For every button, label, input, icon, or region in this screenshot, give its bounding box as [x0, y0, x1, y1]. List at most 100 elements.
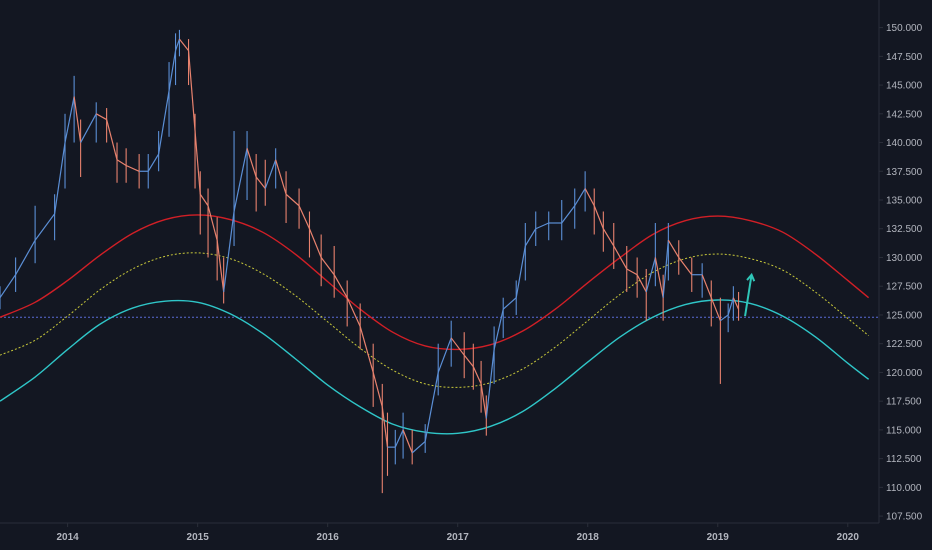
y-tick-label: 122.500	[886, 339, 923, 350]
price-segment	[359, 326, 374, 373]
price-segment	[524, 228, 537, 247]
price-segment	[216, 240, 225, 293]
price-segment	[678, 257, 693, 276]
y-tick-label: 110.000	[886, 483, 922, 494]
price-segment	[64, 96, 75, 143]
x-tick-label: 2018	[577, 532, 600, 543]
y-tick-label: 135.000	[886, 196, 923, 207]
price-segment	[80, 113, 97, 143]
y-tick-label: 127.500	[886, 282, 923, 293]
lower-band-curve	[0, 299, 870, 435]
price-segment	[15, 239, 36, 276]
price-segment	[424, 372, 439, 442]
price-segment	[732, 297, 740, 310]
price-segment	[255, 176, 266, 189]
upper-band-curve	[0, 214, 870, 351]
price-segment	[394, 429, 404, 448]
price-segment	[246, 148, 257, 178]
y-tick-label: 117.500	[886, 397, 922, 408]
price-segment	[626, 268, 638, 276]
price-segment	[178, 38, 190, 51]
price-segment	[174, 38, 181, 51]
price-segment	[233, 148, 248, 212]
x-tick-label: 2016	[317, 532, 340, 543]
price-segment	[372, 372, 383, 408]
price-segment	[561, 205, 576, 224]
price-segment	[223, 211, 235, 293]
price-segment	[0, 274, 17, 299]
plot-area[interactable]	[0, 29, 879, 494]
price-segment	[613, 245, 628, 270]
price-segment	[194, 130, 201, 195]
price-segment	[515, 245, 526, 298]
price-segment	[701, 274, 712, 298]
price-segment	[472, 366, 482, 385]
price-segment	[168, 50, 177, 91]
x-axis[interactable]: 2014 2015 2016 2017 2018 2019 2020	[0, 522, 879, 543]
price-segment	[106, 119, 118, 160]
price-segment	[450, 337, 465, 356]
y-tick-label: 107.500	[886, 512, 923, 523]
price-segment	[727, 297, 734, 316]
price-segment	[381, 406, 389, 448]
price-segment	[34, 213, 56, 241]
y-axis[interactable]: 107.500 110.000 112.500 115.000 117.500 120.0…	[878, 0, 923, 523]
price-segment	[535, 222, 549, 230]
price-segment	[411, 440, 426, 454]
y-tick-label: 132.500	[886, 224, 923, 235]
x-tick-label: 2019	[707, 532, 730, 543]
price-segment	[147, 153, 160, 172]
price-segment	[574, 188, 586, 207]
price-segment	[402, 429, 413, 454]
y-tick-label: 112.500	[886, 454, 922, 465]
price-segment	[593, 205, 604, 229]
price-segment	[285, 193, 300, 207]
price-segment	[298, 205, 311, 229]
price-segment	[275, 159, 287, 195]
y-tick-label: 120.000	[886, 368, 923, 379]
middle-band-curve	[0, 252, 869, 388]
price-segment	[636, 274, 647, 293]
price-segment	[308, 228, 322, 258]
y-tick-label: 130.000	[886, 253, 923, 264]
price-segment	[584, 188, 595, 207]
price-segment	[662, 240, 669, 298]
price-segment	[485, 349, 495, 419]
price-segment	[463, 354, 474, 368]
price-segment	[116, 159, 127, 167]
x-tick-label: 2017	[447, 532, 470, 543]
price-segment	[95, 113, 107, 121]
price-segment	[493, 309, 504, 350]
price-segment	[645, 257, 656, 293]
y-tick-label: 147.500	[886, 52, 923, 63]
price-segment	[502, 297, 517, 310]
price-segment	[333, 274, 348, 299]
y-tick-label: 115.000	[886, 425, 922, 436]
series-layer	[0, 29, 879, 494]
price-segment	[264, 159, 277, 189]
price-segment	[199, 193, 209, 207]
price-segment	[480, 383, 487, 419]
price-segment	[125, 164, 140, 172]
x-tick-label: 2015	[187, 532, 210, 543]
y-tick-label: 137.500	[886, 167, 923, 178]
price-segment	[602, 228, 615, 247]
price-segment	[710, 297, 721, 321]
x-tick-label: 2020	[837, 532, 860, 543]
price-segment	[346, 297, 361, 327]
arrow-head-icon	[746, 272, 756, 282]
x-tick-label: 2014	[56, 532, 79, 543]
price-segment	[667, 239, 680, 258]
price-segment	[73, 96, 82, 143]
price-segment	[187, 50, 196, 132]
price-segment	[320, 257, 335, 276]
price-segment	[54, 142, 66, 214]
price-segment	[207, 205, 218, 241]
y-tick-label: 145.000	[886, 81, 923, 92]
y-tick-label: 140.000	[886, 138, 923, 149]
y-tick-label: 142.500	[886, 109, 923, 120]
price-segment	[720, 314, 729, 322]
price-segment	[158, 90, 170, 155]
